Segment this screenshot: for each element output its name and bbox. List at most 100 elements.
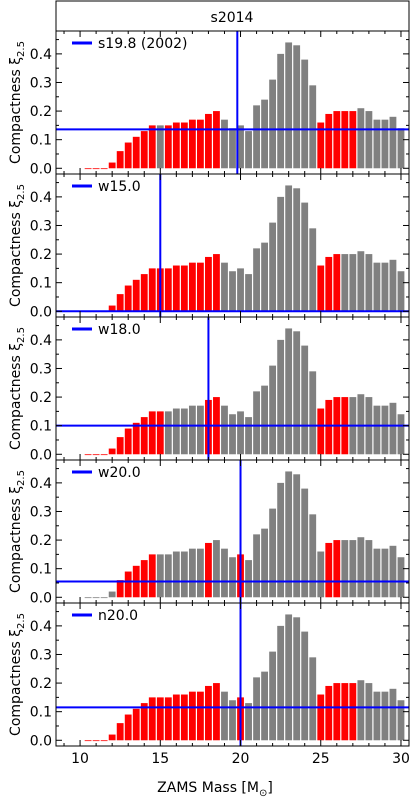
bar — [389, 688, 397, 741]
bar — [245, 703, 252, 741]
bar — [325, 256, 333, 312]
bars — [84, 471, 405, 599]
bar — [92, 168, 100, 170]
bar — [285, 185, 293, 312]
bar — [389, 116, 397, 169]
bar — [221, 405, 228, 455]
bar — [309, 657, 317, 741]
bar — [148, 697, 156, 741]
y-tick-label: 0.4 — [30, 333, 52, 349]
bar — [349, 111, 357, 169]
bar — [245, 131, 252, 169]
bar — [180, 408, 188, 455]
bar — [180, 551, 188, 598]
bar — [253, 534, 260, 598]
bar — [108, 162, 116, 169]
bar — [197, 119, 204, 169]
bar — [213, 540, 220, 598]
y-axis-label-main: Compactness ξ — [8, 200, 24, 307]
y-tick-label: 0.2 — [30, 676, 52, 692]
bar — [325, 685, 333, 741]
bar — [325, 399, 333, 455]
bar — [373, 262, 381, 312]
bar — [381, 691, 389, 741]
bar — [172, 551, 180, 598]
bar — [285, 614, 293, 741]
bar — [261, 671, 268, 741]
bar — [309, 514, 317, 598]
bar — [84, 740, 92, 742]
bar — [301, 59, 309, 169]
bar — [333, 254, 341, 312]
bar — [397, 557, 405, 598]
bar — [92, 597, 100, 599]
bar — [108, 305, 116, 312]
y-tick-label: 0.1 — [30, 705, 52, 721]
y-axis-label-main: Compactness ξ — [8, 57, 24, 164]
bar — [245, 560, 252, 598]
bar — [205, 256, 212, 312]
bar — [205, 113, 212, 169]
legend-label: s19.8 (2002) — [98, 36, 187, 52]
y-tick-label: 0.0 — [30, 733, 52, 749]
y-tick-label: 0.4 — [30, 476, 52, 492]
bar — [293, 331, 301, 455]
bar — [389, 545, 397, 598]
y-axis-label: Compactness ξ2.5 — [8, 41, 27, 164]
x-tick-label: 20 — [232, 751, 250, 767]
bar — [140, 703, 148, 741]
bar — [245, 417, 252, 455]
y-tick-label: 0.0 — [30, 304, 52, 320]
y-tick-label: 0.4 — [30, 190, 52, 206]
bar — [309, 228, 317, 312]
bar — [309, 85, 317, 169]
legend-label: w15.0 — [98, 179, 141, 195]
bar — [108, 734, 116, 741]
bar — [164, 125, 172, 169]
bar — [124, 571, 132, 598]
bar — [108, 448, 116, 455]
bar — [213, 254, 220, 312]
bar — [261, 528, 268, 598]
bar — [188, 119, 196, 169]
bar — [164, 411, 172, 455]
y-tick-label: 0.3 — [30, 75, 52, 91]
bar — [213, 683, 220, 741]
bar — [221, 691, 228, 741]
bar — [140, 274, 148, 312]
y-tick-label: 0.3 — [30, 647, 52, 663]
x-tick-label: 30 — [392, 751, 410, 767]
bar — [132, 136, 140, 169]
bar — [341, 683, 349, 741]
bar — [124, 285, 132, 312]
bar — [188, 548, 196, 598]
figure-title: s2014 — [211, 10, 254, 26]
bar — [269, 79, 277, 169]
bar — [365, 540, 373, 598]
bar — [253, 248, 260, 312]
x-tick-label: 10 — [71, 751, 89, 767]
bar — [397, 414, 405, 455]
bar — [285, 328, 293, 455]
y-axis-label-sub: 2.5 — [16, 184, 27, 200]
bar — [205, 685, 212, 741]
bar — [221, 119, 228, 169]
bar — [84, 597, 92, 599]
bar — [301, 202, 309, 312]
bar — [140, 131, 148, 169]
bar — [172, 122, 180, 169]
bar — [92, 740, 100, 742]
bar — [197, 405, 204, 455]
bar — [317, 694, 325, 741]
bar — [213, 111, 220, 169]
bar — [317, 551, 325, 598]
bar — [92, 454, 100, 456]
bar — [349, 254, 357, 312]
bar — [357, 251, 365, 312]
bar — [317, 408, 325, 455]
bar — [397, 128, 405, 169]
bar — [100, 597, 108, 599]
bar — [164, 697, 172, 741]
